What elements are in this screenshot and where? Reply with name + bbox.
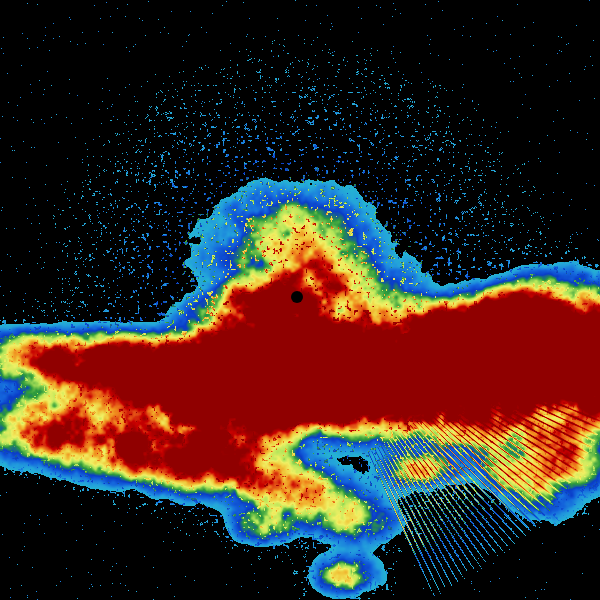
radar-display (0, 0, 600, 600)
radar-reflectivity-canvas (0, 0, 600, 600)
